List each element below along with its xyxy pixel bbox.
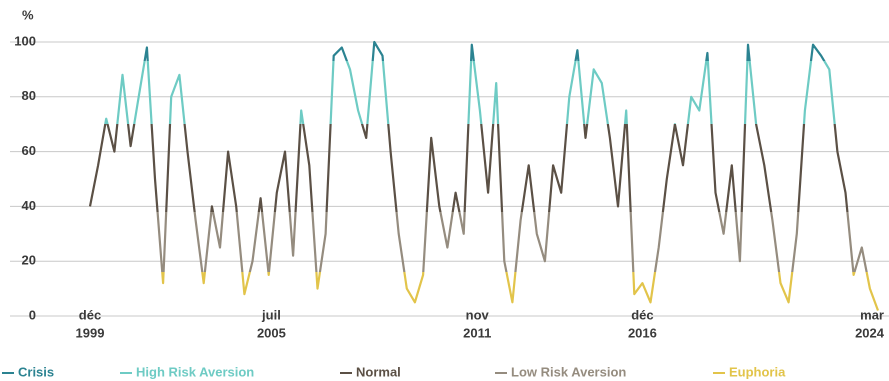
legend-label: High Risk Aversion: [136, 364, 254, 379]
x-tick-label: 2016: [628, 325, 657, 340]
x-tick-label: déc: [79, 307, 101, 322]
x-tick-label: 1999: [76, 325, 105, 340]
legend-label: Low Risk Aversion: [511, 364, 626, 379]
x-tick-label: 2011: [463, 325, 491, 340]
y-tick-label: 100: [14, 33, 36, 48]
regime-line: [88, 40, 880, 311]
y-tick-label: 0: [29, 307, 36, 322]
y-unit: %: [22, 7, 34, 22]
y-tick-label: 20: [22, 253, 36, 268]
x-tick-label: 2005: [257, 325, 286, 340]
y-tick-label: 80: [22, 88, 36, 103]
x-tick-label: mar: [860, 307, 884, 322]
x-tick-label: déc: [631, 307, 653, 322]
legend-label: Crisis: [18, 364, 54, 379]
legend-label: Euphoria: [729, 364, 786, 379]
x-tick-label: 2024: [855, 325, 885, 340]
legend-label: Normal: [356, 364, 401, 379]
x-tick-label: juil: [261, 307, 281, 322]
y-tick-label: 60: [22, 143, 36, 158]
y-tick-label: 40: [22, 198, 36, 213]
x-tick-label: nov: [466, 307, 490, 322]
